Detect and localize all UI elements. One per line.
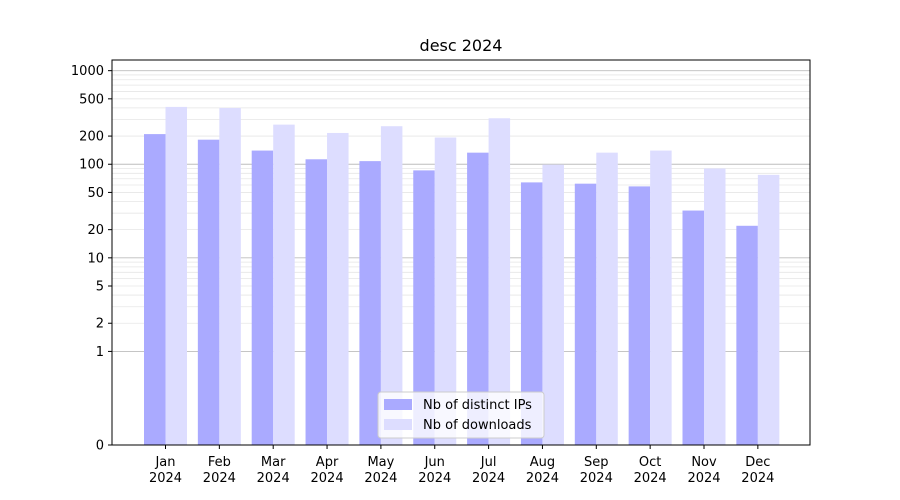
x-tick-label-year: 2024 — [149, 471, 182, 486]
x-tick-label-year: 2024 — [634, 471, 667, 486]
y-tick-label: 100 — [79, 158, 104, 173]
bar-distinct-ips — [144, 134, 166, 446]
y-tick-label: 5 — [96, 280, 104, 295]
legend-box — [377, 391, 545, 439]
bar-distinct-ips — [467, 152, 489, 445]
bar-downloads — [219, 107, 241, 446]
x-tick-label-month: Aug — [530, 455, 555, 470]
x-tick-label-year: 2024 — [311, 471, 344, 486]
y-tick-label: 200 — [79, 130, 104, 145]
y-tick-label: 0 — [96, 439, 104, 454]
bar-distinct-ips — [359, 161, 381, 445]
bar-distinct-ips — [682, 210, 704, 445]
x-tick-label-month: May — [367, 455, 394, 470]
x-tick-label-month: Nov — [691, 455, 717, 470]
x-tick-label-month: Mar — [261, 455, 286, 470]
y-axis: 0 1 2 5 10 20 50 100 200 500 1000 — [71, 64, 112, 454]
chart-title: desc 2024 — [420, 36, 503, 55]
x-tick-label-year: 2024 — [364, 471, 397, 486]
x-tick-label-year: 2024 — [687, 471, 720, 486]
x-tick-label-year: 2024 — [580, 471, 613, 486]
legend-swatch — [384, 399, 412, 410]
x-tick-label-month: Apr — [316, 455, 339, 470]
y-tick-label: 1 — [96, 345, 104, 360]
y-tick-label: 20 — [87, 223, 104, 238]
x-tick-label-year: 2024 — [203, 471, 236, 486]
x-tick-label-month: Sep — [584, 455, 609, 470]
bar-distinct-ips — [305, 159, 328, 446]
bar-distinct-ips — [251, 150, 274, 445]
legend-label: Nb of distinct IPs — [423, 398, 532, 413]
y-tick-label: 50 — [87, 186, 104, 201]
legend-swatch — [384, 419, 412, 430]
bar-distinct-ips — [574, 183, 597, 445]
bar-downloads — [757, 174, 780, 445]
bar-distinct-ips — [413, 170, 435, 445]
x-tick-label-year: 2024 — [418, 471, 451, 486]
bar-distinct-ips — [197, 139, 220, 445]
bar-downloads — [165, 106, 187, 445]
x-axis: Jan2024Feb2024Mar2024Apr2024May2024Jun20… — [149, 445, 774, 486]
bar-distinct-ips — [736, 225, 758, 445]
x-tick-label-month: Dec — [745, 455, 770, 470]
bar-downloads — [596, 152, 618, 445]
x-tick-label-year: 2024 — [472, 471, 505, 486]
x-tick-label-year: 2024 — [741, 471, 774, 486]
y-tick-label: 500 — [79, 92, 104, 107]
plot-frame — [111, 59, 811, 446]
bar-distinct-ips — [628, 186, 651, 445]
bars-layer — [144, 106, 780, 446]
bar-downloads — [650, 150, 672, 445]
x-tick-label-month: Oct — [639, 455, 661, 470]
legend-label: Nb of downloads — [423, 418, 532, 433]
y-tick-label: 2 — [96, 317, 104, 332]
bar-downloads — [327, 132, 349, 446]
x-tick-label-year: 2024 — [257, 471, 290, 486]
bar-distinct-ips — [520, 182, 543, 445]
legend: Nb of distinct IPs Nb of downloads — [377, 391, 545, 439]
x-tick-label-month: Jan — [154, 455, 175, 470]
x-tick-label-month: Jun — [424, 455, 445, 470]
x-tick-label-year: 2024 — [526, 471, 559, 486]
bar-downloads — [488, 118, 511, 445]
bar-downloads — [273, 124, 295, 445]
bar-downloads — [434, 137, 457, 446]
bar-downloads — [380, 126, 403, 445]
bar-downloads — [704, 168, 726, 445]
y-tick-label: 1000 — [71, 64, 104, 79]
y-tick-label: 10 — [87, 251, 104, 266]
bar-downloads — [542, 164, 564, 445]
x-tick-label-month: Feb — [208, 455, 231, 470]
x-tick-label-month: Jul — [480, 455, 497, 470]
